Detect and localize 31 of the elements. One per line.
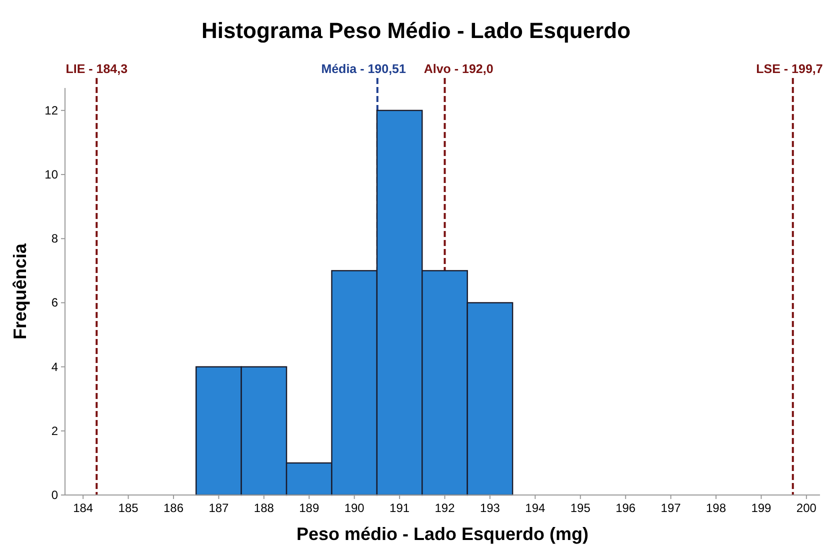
x-tick-label: 196 <box>616 501 636 515</box>
y-tick-label: 2 <box>51 424 58 438</box>
x-tick-label: 199 <box>751 501 772 515</box>
x-tick-label: 190 <box>344 501 365 515</box>
y-axis-title: Frequência <box>10 242 30 340</box>
ref-line-label: LIE - 184,3 <box>66 62 128 76</box>
x-tick-label: 200 <box>796 501 817 515</box>
x-tick-label: 184 <box>73 501 94 515</box>
y-tick-label: 10 <box>44 168 58 182</box>
chart-title: Histograma Peso Médio - Lado Esquerdo <box>201 18 631 43</box>
ref-line-label: Média - 190,51 <box>321 62 406 76</box>
y-tick-label: 12 <box>44 103 58 118</box>
x-tick-label: 188 <box>254 501 274 515</box>
x-tick-label: 186 <box>163 501 184 515</box>
x-tick-label: 195 <box>570 501 591 515</box>
x-tick-label: 192 <box>434 501 456 515</box>
x-tick-label: 191 <box>390 501 410 515</box>
x-tick-label: 187 <box>208 501 230 515</box>
y-tick-label: 4 <box>51 360 58 374</box>
x-axis-title: Peso médio - Lado Esquerdo (mg) <box>296 524 589 544</box>
y-tick-label: 8 <box>51 232 58 246</box>
ref-line-label: Alvo - 192,0 <box>424 62 494 76</box>
x-tick-label: 198 <box>706 501 726 515</box>
ref-line-label: LSE - 199,7 <box>756 62 823 76</box>
y-tick-label: 6 <box>51 296 58 310</box>
y-tick-label: 0 <box>51 488 58 502</box>
x-tick-label: 197 <box>660 501 682 515</box>
x-tick-label: 193 <box>480 501 500 515</box>
x-tick-label: 189 <box>299 501 320 515</box>
x-tick-label: 194 <box>525 501 546 515</box>
x-tick-label: 185 <box>118 501 139 515</box>
